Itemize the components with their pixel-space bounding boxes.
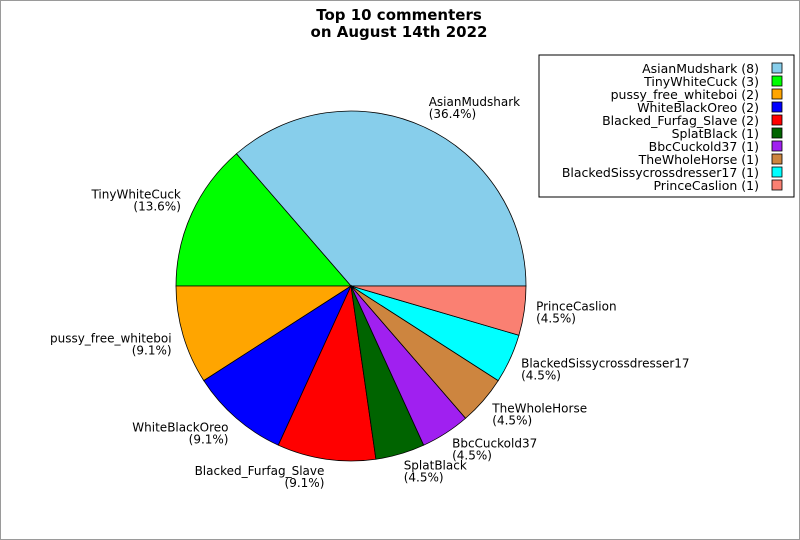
pie-slice-asianmudshark (235, 110, 527, 287)
legend-swatch-thewholehorse (771, 153, 783, 165)
slice-label-whiteblackoreo: WhiteBlackOreo (132, 420, 228, 434)
slice-label-splatblack: SplatBlack (404, 458, 467, 472)
slice-label-pussy-free-whiteboi: pussy_free_whiteboi (50, 332, 172, 346)
legend-label-splatblack: SplatBlack (1) (672, 126, 759, 141)
slice-label-bbccuckold37: BbcCuckold37 (452, 436, 537, 450)
legend-label-blackedsissycrossdresser17: BlackedSissycrossdresser17 (1) (562, 165, 759, 180)
pie-slice-tinywhitecuck (175, 153, 352, 287)
legend-label-blacked-furfag-slave: Blacked_Furfag_Slave (2) (602, 113, 759, 128)
legend-swatch-pussy-free-whiteboi (771, 88, 783, 100)
slice-percent-thewholehorse: (4.5%) (492, 414, 532, 428)
legend-label-bbccuckold37: BbcCuckold37 (1) (649, 139, 759, 154)
chart-title-line-1: Top 10 commenters (316, 6, 482, 24)
slice-label-thewholehorse: TheWholeHorse (491, 402, 587, 416)
slice-label-princecaslion: PrinceCaslion (536, 300, 616, 314)
legend-swatch-blackedsissycrossdresser17 (771, 166, 783, 178)
slice-label-tinywhitecuck: TinyWhiteCuck (90, 187, 180, 201)
pie-slice-whiteblackoreo (203, 284, 352, 446)
slice-label-blackedsissycrossdresser17: BlackedSissycrossdresser17 (521, 357, 689, 371)
legend-box (538, 54, 795, 198)
legend-label-pussy-free-whiteboi: pussy_free_whiteboi (2) (611, 87, 759, 102)
legend-swatch-bbccuckold37 (771, 140, 783, 152)
slice-percent-bbccuckold37: (4.5%) (452, 448, 492, 462)
legend-swatch-tinywhitecuck (771, 75, 783, 87)
slice-percent-pussy-free-whiteboi: (9.1%) (132, 344, 172, 358)
legend-swatch-splatblack (771, 127, 783, 139)
legend-label-whiteblackoreo: WhiteBlackOreo (2) (637, 100, 759, 115)
legend-label-tinywhitecuck: TinyWhiteCuck (3) (643, 74, 759, 89)
slice-percent-blackedsissycrossdresser17: (4.5%) (521, 369, 561, 383)
pie-slice-blacked-furfag-slave (277, 284, 377, 462)
pie-labels: AsianMudshark(36.4%) TinyWhiteCuck(13.6%)… (50, 95, 690, 490)
pie-slices (175, 110, 527, 462)
legend-label-asianmudshark: AsianMudshark (8) (642, 61, 759, 76)
legend-swatch-asianmudshark (771, 62, 783, 74)
slice-percent-splatblack: (4.5%) (404, 470, 444, 484)
legend-swatch-blacked-furfag-slave (771, 114, 783, 126)
legend-label-thewholehorse: TheWholeHorse (1) (638, 152, 759, 167)
slice-percent-princecaslion: (4.5%) (536, 312, 576, 326)
slice-label-asianmudshark: AsianMudshark (429, 95, 520, 109)
legend-label-princecaslion: PrinceCaslion (1) (653, 178, 759, 193)
pie-slice-pussy-free-whiteboi (175, 285, 353, 382)
pie-slice-princecaslion (350, 285, 527, 336)
slice-percent-whiteblackoreo: (9.1%) (189, 432, 229, 446)
legend-swatch-whiteblackoreo (771, 101, 783, 113)
slice-label-blacked-furfag-slave: Blacked_Furfag_Slave (195, 464, 325, 478)
slice-percent-tinywhitecuck: (13.6%) (133, 199, 180, 213)
legend: AsianMudshark (8)TinyWhiteCuck (3)pussy_… (538, 54, 795, 198)
slice-percent-blacked-furfag-slave: (9.1%) (285, 476, 325, 490)
chart-title-line-2: on August 14th 2022 (311, 23, 488, 41)
slice-percent-asianmudshark: (36.4%) (429, 107, 476, 121)
legend-swatch-princecaslion (771, 179, 783, 191)
